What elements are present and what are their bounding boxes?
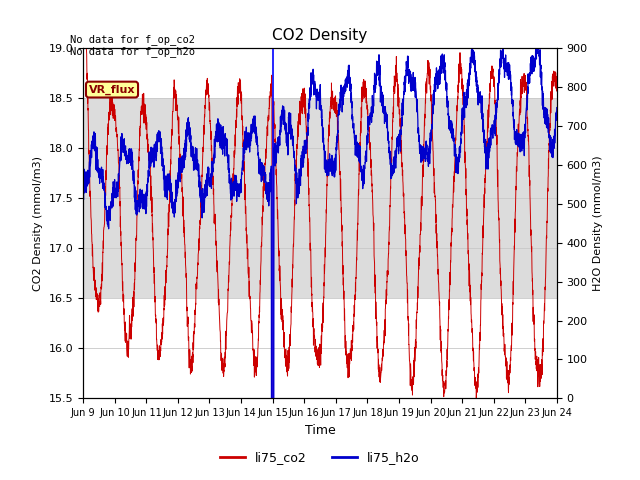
Title: CO2 Density: CO2 Density bbox=[273, 28, 367, 43]
Legend: li75_co2, li75_h2o: li75_co2, li75_h2o bbox=[215, 446, 425, 469]
Text: VR_flux: VR_flux bbox=[89, 84, 135, 95]
Y-axis label: H2O Density (mmol/m3): H2O Density (mmol/m3) bbox=[593, 156, 604, 291]
X-axis label: Time: Time bbox=[305, 424, 335, 437]
Y-axis label: CO2 Density (mmol/m3): CO2 Density (mmol/m3) bbox=[33, 156, 43, 291]
Text: No data for f_op_co2
No data for f_op_h2o: No data for f_op_co2 No data for f_op_h2… bbox=[70, 34, 195, 57]
Bar bbox=[83, 98, 557, 298]
